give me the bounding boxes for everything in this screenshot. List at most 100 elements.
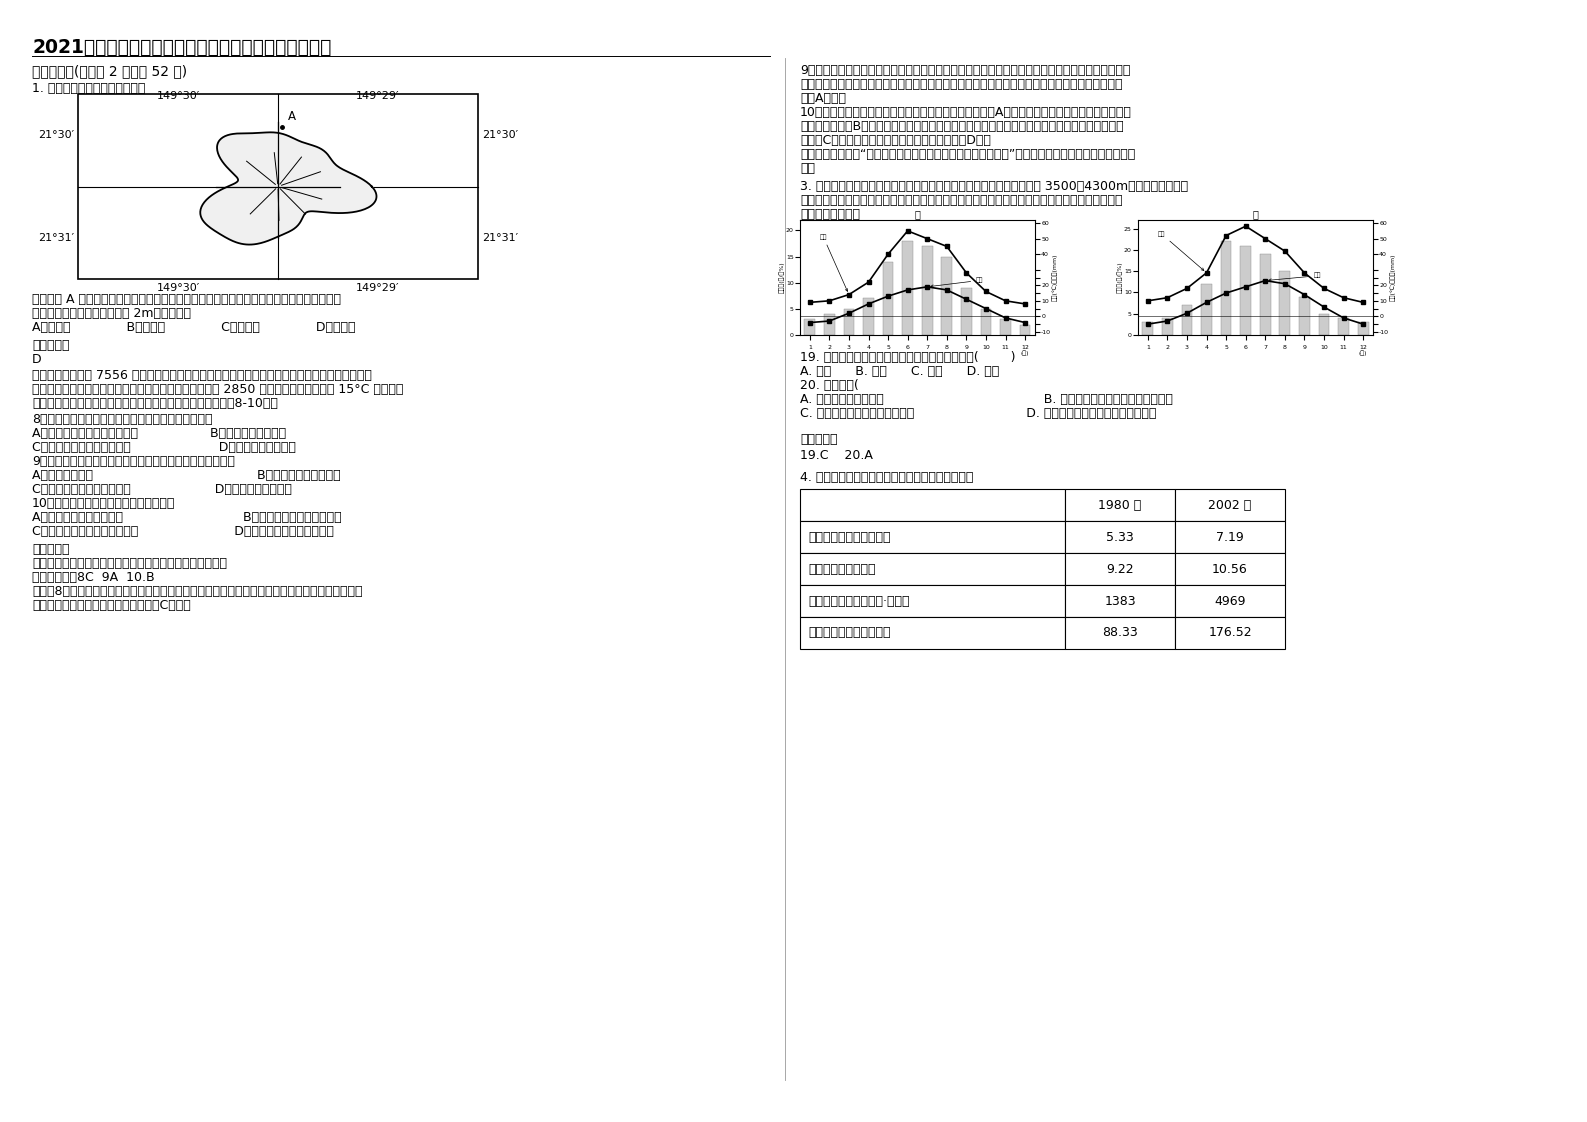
Text: 位于该岛 A 地的某学校地理兴趣小组，在平地上用立竿测影的方法逐日测得竿影长度来推算: 位于该岛 A 地的某学校地理兴趣小组，在平地上用立竿测影的方法逐日测得竿影长度来…	[32, 293, 341, 306]
Text: 21°31′: 21°31′	[482, 233, 517, 243]
Text: 一、选择题(每小题 2 分，共 52 分): 一、选择题(每小题 2 分，共 52 分)	[32, 64, 187, 79]
Text: 解析：8题，海螺沟不但纬度低，且冰川的海拔是同纬度最低。它是因为处于夏季风的迎风坡，降水: 解析：8题，海螺沟不但纬度低，且冰川的海拔是同纬度最低。它是因为处于夏季风的迎风…	[32, 585, 362, 598]
Text: 川的影响不大；极端寒冷天气会使冰川下限降低；但全球气候变暖，气温升高，会使冰川的下限上: 川的影响不大；极端寒冷天气会使冰川下限降低；但全球气候变暖，气温升高，会使冰川的…	[800, 79, 1122, 91]
Text: 地质条件夏杂。B正确；此地属于亚热带季风气候，降水的季节变化大，所以沟内小溪流量季节变: 地质条件夏杂。B正确；此地属于亚热带季风气候，降水的季节变化大，所以沟内小溪流量…	[800, 120, 1124, 134]
Text: 贡岚山（主峰海拔 7556 米）是四川最高的山。贡岚山东坡的海螺沟是中国唯一的冰川森林公园。: 贡岚山（主峰海拔 7556 米）是四川最高的山。贡岚山东坡的海螺沟是中国唯一的冰…	[32, 369, 371, 381]
Text: C．沟内小溪流量季节变化很小                        D．沟内原始森林为热带雨林: C．沟内小溪流量季节变化很小 D．沟内原始森林为热带雨林	[32, 525, 333, 539]
Bar	[1358, 322, 1368, 335]
Bar	[1065, 617, 1174, 649]
Text: 位于山地中东部，乙水文站位于北山区中西部。下图示意两水文站气温、降水量、径流量变化。据: 位于山地中东部，乙水文站位于北山区中西部。下图示意两水文站气温、降水量、径流量变…	[800, 194, 1122, 206]
Bar	[903, 241, 913, 335]
Bar	[1220, 241, 1232, 335]
Bar	[1065, 585, 1174, 617]
Bar	[1279, 272, 1290, 335]
Bar	[1300, 296, 1309, 335]
Bar	[1174, 489, 1285, 521]
Text: A．纬度低促进海拔高，气温低                  B．沟内封闭，光照弱: A．纬度低促进海拔高，气温低 B．沟内封闭，光照弱	[32, 427, 286, 440]
Bar	[1000, 320, 1011, 335]
Bar	[922, 246, 933, 335]
Text: 21°30′: 21°30′	[38, 130, 75, 140]
Text: 气温: 气温	[930, 277, 984, 287]
Bar	[800, 585, 1065, 617]
Text: 4969: 4969	[1214, 595, 1246, 607]
Text: 1383: 1383	[1105, 595, 1136, 607]
Text: 21°30′: 21°30′	[482, 130, 517, 140]
Text: 【答案解析】8C  9A  10.B: 【答案解析】8C 9A 10.B	[32, 571, 154, 583]
Text: 公路营运里程（万千米）: 公路营运里程（万千米）	[808, 626, 890, 640]
Text: 176.52: 176.52	[1208, 626, 1252, 640]
Bar	[1065, 521, 1174, 553]
Y-axis label: 气温(℃)降水量(mm): 气温(℃)降水量(mm)	[1390, 254, 1397, 301]
Text: D: D	[32, 353, 41, 366]
Text: C. 甲、乙两站降水均集中在夏季                            D. 乙站以上河段以冰川融水补给为主: C. 甲、乙两站降水均集中在夏季 D. 乙站以上河段以冰川融水补给为主	[800, 407, 1157, 420]
Bar	[1201, 284, 1212, 335]
Bar	[1174, 617, 1285, 649]
Text: 此完成下面小题。: 此完成下面小题。	[800, 208, 860, 221]
Text: 气温: 气温	[1268, 273, 1322, 282]
Text: 4. 下表显示了我国陆路交通的部分数据，据此回答: 4. 下表显示了我国陆路交通的部分数据，据此回答	[800, 471, 973, 484]
Bar	[800, 521, 1065, 553]
Text: 多，导致积雪多，所以冰川的海拔低。C正确。: 多，导致积雪多，所以冰川的海拔低。C正确。	[32, 599, 190, 611]
Text: 149°30′: 149°30′	[157, 91, 200, 101]
Bar	[844, 309, 854, 335]
Bar	[1174, 585, 1285, 617]
Text: 中等: 中等	[800, 162, 816, 175]
Text: 内蕋藏有大流量涌泉和温泉，具有大面积原始森林，据此回答8-10题。: 内蕋藏有大流量涌泉和温泉，具有大面积原始森林，据此回答8-10题。	[32, 397, 278, 410]
Text: A. 地形      B. 降水      C. 气温      D. 植被: A. 地形 B. 降水 C. 气温 D. 植被	[800, 365, 1000, 378]
Text: 降水: 降水	[819, 234, 847, 292]
Bar	[981, 309, 992, 335]
Text: 铁路运营里程（万千米）: 铁路运营里程（万千米）	[808, 531, 890, 543]
Text: 19.C    20.A: 19.C 20.A	[800, 449, 873, 462]
Bar	[1241, 246, 1251, 335]
Text: 149°30′: 149°30′	[157, 283, 200, 293]
Bar	[824, 314, 835, 335]
Bar	[1319, 314, 1330, 335]
Text: 10题，根据所学知识可知，冰川堆积物的颗粒大小混杂。A错；此地处于构造活动带，地壳活跃，: 10题，根据所学知识可知，冰川堆积物的颗粒大小混杂。A错；此地处于构造活动带，地…	[800, 105, 1132, 119]
Polygon shape	[200, 132, 376, 245]
Bar	[1065, 553, 1174, 585]
Text: 铁路旅客周转量（亿人·千米）: 铁路旅客周转量（亿人·千米）	[808, 595, 909, 607]
Text: 【思路点拨】熟悉“冰川分布的因素，就是影响雪线分布的因素”这一知识点是解题的关键。本题难度: 【思路点拨】熟悉“冰川分布的因素，就是影响雪线分布的因素”这一知识点是解题的关键…	[800, 148, 1135, 160]
Text: 19. 甲水文站径流季节变化的主要影响因素分别是(        ): 19. 甲水文站径流季节变化的主要影响因素分别是( )	[800, 351, 1016, 364]
Text: A. 甲站位于乙站的上游                                        B. 甲站以上河段以积雪融水补给为主: A. 甲站位于乙站的上游 B. 甲站以上河段以积雪融水补给为主	[800, 393, 1173, 406]
Text: 降水: 降水	[1157, 231, 1205, 270]
Bar	[882, 261, 893, 335]
Y-axis label: 径流量(月/年%): 径流量(月/年%)	[1117, 261, 1122, 293]
Text: 1. 读某小岛图和下列材料，完成: 1. 读某小岛图和下列材料，完成	[32, 82, 146, 95]
Bar	[1174, 521, 1285, 553]
Bar	[800, 489, 1065, 521]
Text: 2002 年: 2002 年	[1208, 498, 1252, 512]
Bar	[800, 617, 1065, 649]
Y-axis label: 气温(℃)降水量(mm): 气温(℃)降水量(mm)	[1052, 254, 1059, 301]
Bar	[800, 553, 1065, 585]
Bar	[1182, 305, 1192, 335]
Text: 【知识点】本题考查雪线、全球变暖、区域地理环境特征。: 【知识点】本题考查雪线、全球变暖、区域地理环境特征。	[32, 557, 227, 570]
Y-axis label: 径流量(月/年%): 径流量(月/年%)	[779, 261, 784, 293]
Text: 88.33: 88.33	[1101, 626, 1138, 640]
Text: 铁路客运量（亿人）: 铁路客运量（亿人）	[808, 562, 876, 576]
Text: 10.56: 10.56	[1212, 562, 1247, 576]
Text: A．冰川沉积物颗粒物均匀                              B．地壳活跃，地质条件复杂: A．冰川沉积物颗粒物均匀 B．地壳活跃，地质条件复杂	[32, 511, 341, 524]
Text: 149°29′: 149°29′	[355, 283, 400, 293]
Text: 升。A正确。: 升。A正确。	[800, 92, 846, 105]
Text: 9.22: 9.22	[1106, 562, 1133, 576]
Text: A．北冰洋              B．大西洋              C．印度洋              D．太平洋: A．北冰洋 B．大西洋 C．印度洋 D．太平洋	[32, 321, 355, 334]
Text: 10．关于海螺沟地理特征的说法正确的是: 10．关于海螺沟地理特征的说法正确的是	[32, 497, 176, 511]
Text: 沟内拥有低纬度地带海拔最低的冰川，冰川下限的海拔约 2850 米。沟内年平均气温在 15°C 左右，沟: 沟内拥有低纬度地带海拔最低的冰川，冰川下限的海拔约 2850 米。沟内年平均气温…	[32, 383, 403, 396]
Bar	[78, 94, 478, 279]
Bar	[1065, 489, 1174, 521]
Text: 20. 据图判断(: 20. 据图判断(	[800, 379, 859, 392]
Text: 3. 嘉什科与伊犁河汇合点至霍尔果斯是新疆伊犁河于流北山区，海拔为 3500～4300m。下图中甲水文站: 3. 嘉什科与伊犁河汇合点至霍尔果斯是新疆伊犁河于流北山区，海拔为 3500～4…	[800, 180, 1189, 193]
Text: 1980 年: 1980 年	[1098, 498, 1141, 512]
Bar	[962, 288, 971, 335]
Text: 正午太阳高度。若所立竿长为 2m。该岛位于: 正午太阳高度。若所立竿长为 2m。该岛位于	[32, 307, 190, 320]
Text: 参考答案：: 参考答案：	[32, 543, 70, 557]
Text: 2021年浙江省绍兴市通源中学高三地理联考试卷含解析: 2021年浙江省绍兴市通源中学高三地理联考试卷含解析	[32, 38, 332, 57]
Text: 9．近几十年来，海螺沟冰川下限有上升趋势，这是主要因为: 9．近几十年来，海螺沟冰川下限有上升趋势，这是主要因为	[32, 456, 235, 468]
Title: 甲: 甲	[914, 209, 920, 219]
Bar	[941, 257, 952, 335]
Text: A: A	[287, 110, 297, 123]
Text: 化大。C错；沟内原始森林为亚热带常绿阔叶林。D错。: 化大。C错；沟内原始森林为亚热带常绿阔叶林。D错。	[800, 134, 990, 147]
Bar	[1143, 322, 1154, 335]
Text: 8．海螺沟拥有低纬度地带海拔最低冰川的主要条件是: 8．海螺沟拥有低纬度地带海拔最低冰川的主要条件是	[32, 413, 213, 426]
